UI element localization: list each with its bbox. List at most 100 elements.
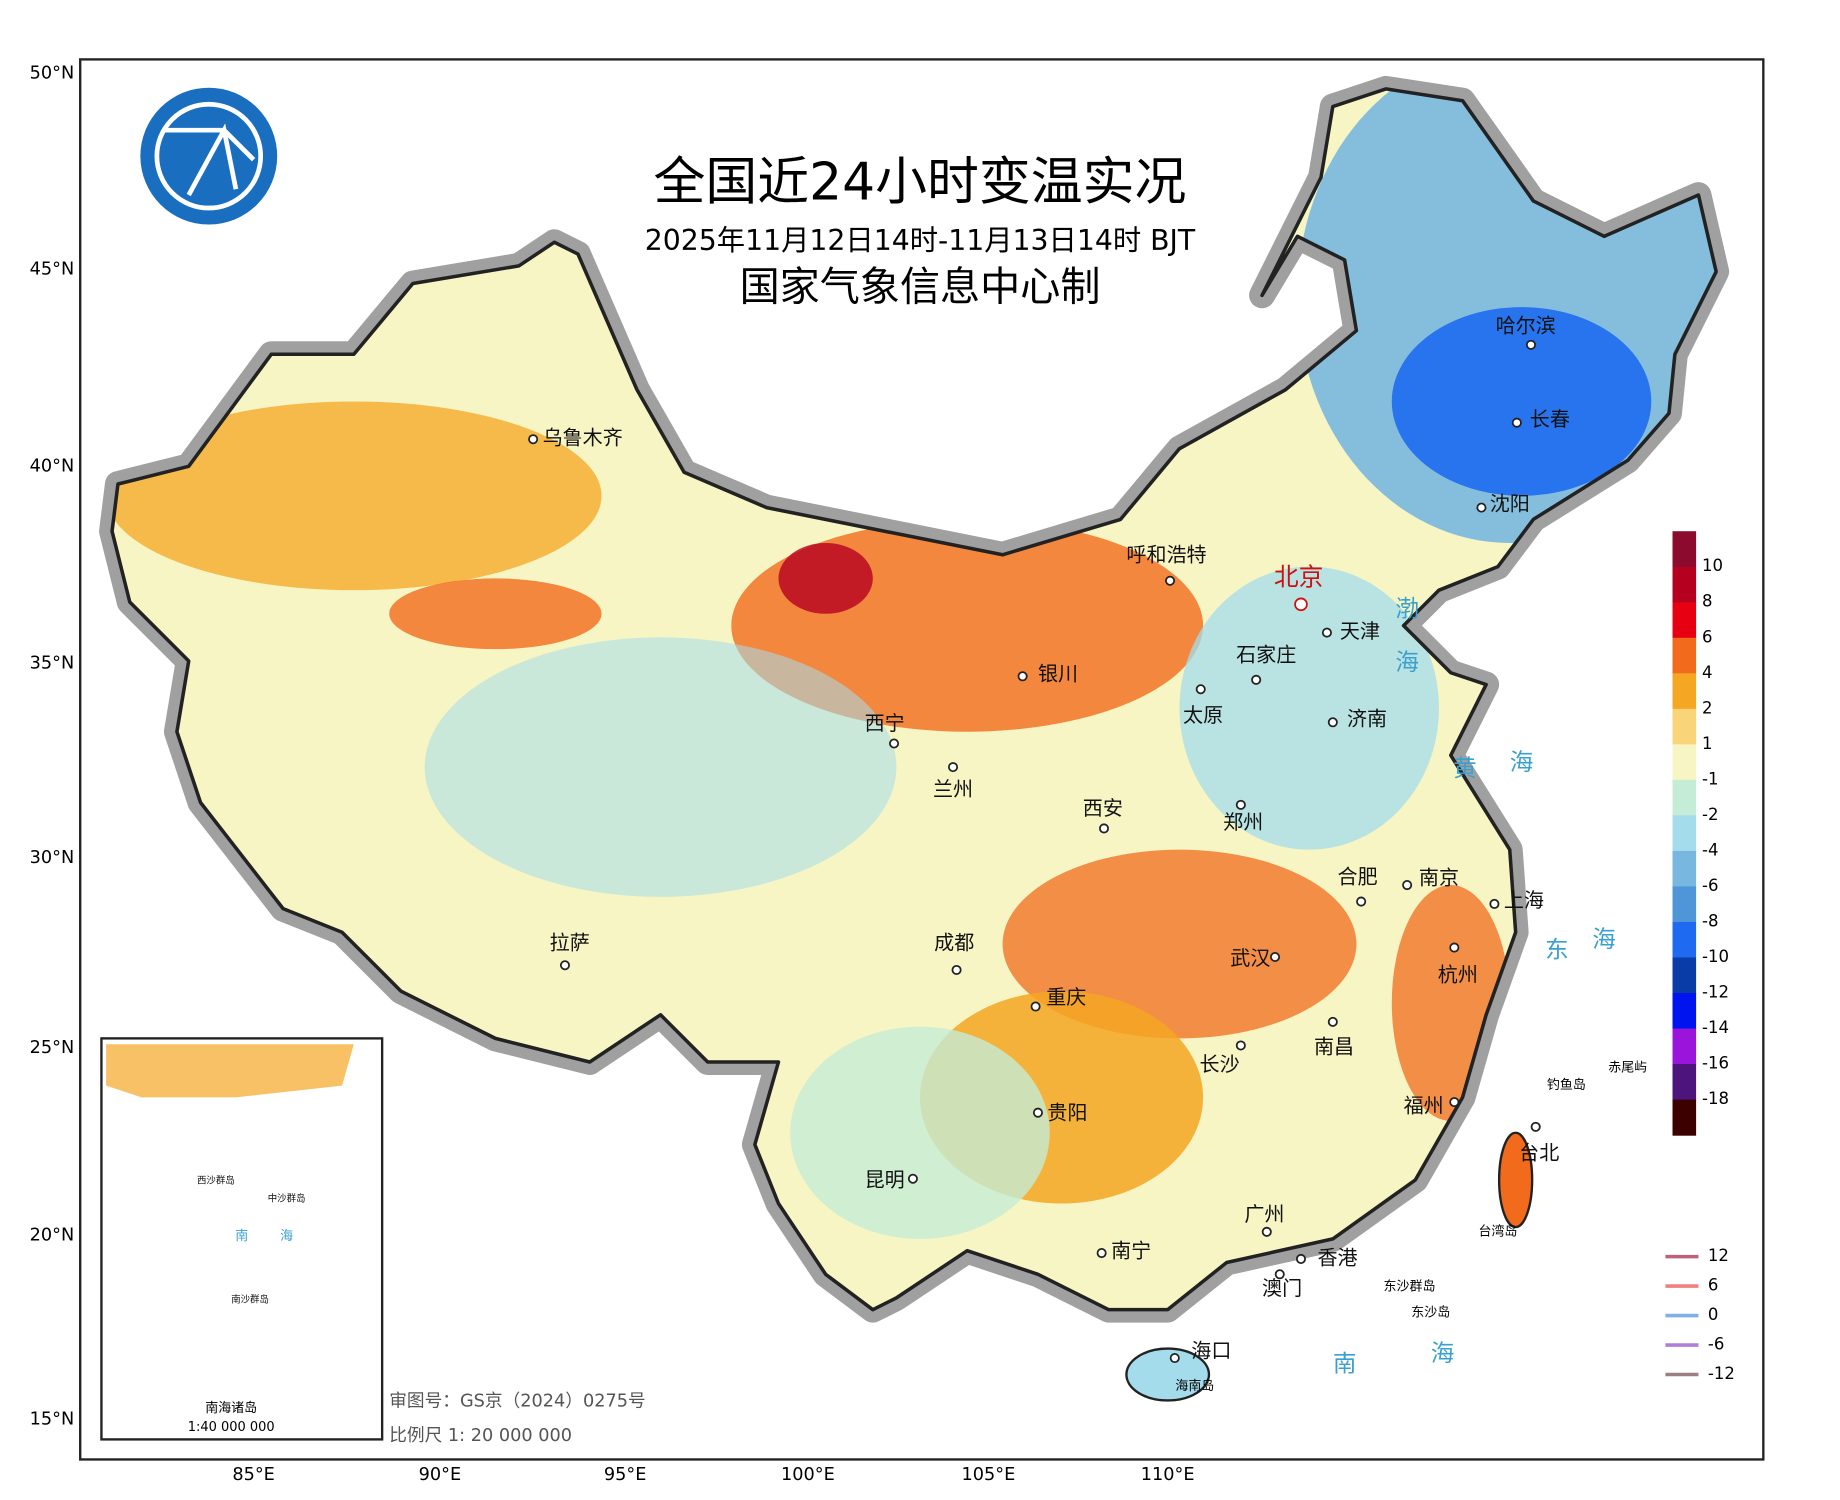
map-subtitle: 2025年11月12日14时-11月13日14时 BJT: [645, 224, 1196, 257]
city-marker: [1530, 1121, 1541, 1132]
city-marker: [1489, 898, 1500, 909]
city-marker: [948, 762, 959, 773]
legend-label: 4: [1702, 663, 1713, 682]
city-label: 长春: [1530, 407, 1570, 431]
city-label: 北京: [1274, 562, 1324, 591]
city-marker: [1476, 502, 1487, 513]
legend-label: 10: [1702, 556, 1723, 575]
city-marker: [1032, 1107, 1043, 1118]
city-marker: [1295, 1253, 1306, 1264]
contour-label: 6: [1708, 1276, 1719, 1295]
city-label: 乌鲁木齐: [543, 426, 623, 450]
city-label: 澳门: [1262, 1276, 1302, 1300]
city-marker: [1274, 1269, 1285, 1280]
city-label: 西安: [1083, 796, 1123, 820]
city-label: 石家庄: [1236, 643, 1296, 667]
city-label: 昆明: [865, 1168, 905, 1192]
inset-land: [106, 1044, 354, 1098]
legend-label: -2: [1702, 805, 1718, 824]
sea-label: 渤: [1395, 595, 1419, 623]
city-label: 南京: [1419, 866, 1459, 890]
lon-label: 100°E: [781, 1465, 835, 1485]
city-label: 上海: [1504, 888, 1544, 912]
inset-scale: 1:40 000 000: [188, 1420, 275, 1435]
city-marker: [1251, 674, 1262, 685]
city-marker: [528, 434, 539, 445]
contour-label: -12: [1708, 1364, 1735, 1383]
city-marker: [1525, 339, 1536, 350]
legend-label: -14: [1702, 1018, 1729, 1037]
city-marker: [1294, 597, 1308, 612]
city-label: 兰州: [933, 777, 973, 801]
place-label: 海南岛: [1175, 1378, 1214, 1394]
sea-label: 海: [1431, 1339, 1455, 1367]
city-label: 武汉: [1230, 946, 1270, 970]
sea-label: 海: [1510, 748, 1534, 776]
sea-label: 海: [1592, 925, 1616, 953]
legend-label: -10: [1702, 947, 1729, 966]
city-marker: [1235, 799, 1246, 810]
legend-label: -4: [1702, 840, 1718, 859]
inset-label: 南沙群岛: [231, 1294, 269, 1306]
lat-label: 20°N: [30, 1225, 75, 1245]
city-label: 济南: [1347, 706, 1387, 730]
inset-label: 西沙群岛: [197, 1175, 235, 1187]
city-marker: [889, 738, 900, 749]
contour-label: 0: [1708, 1305, 1719, 1324]
lat-label: 25°N: [30, 1038, 75, 1058]
lon-label: 95°E: [604, 1465, 647, 1485]
city-label: 香港: [1317, 1245, 1357, 1269]
city-marker: [1195, 684, 1206, 695]
approval-number: 审图号：GS京（2024）0275号: [389, 1391, 645, 1412]
lon-label: 85°E: [232, 1465, 275, 1485]
legend-swatch: [1672, 1064, 1697, 1101]
contour-label: -6: [1708, 1335, 1724, 1354]
legend-label: 6: [1702, 627, 1713, 646]
sea-label: 南: [1333, 1350, 1357, 1378]
city-label: 成都: [934, 931, 974, 955]
place-label: 台湾岛: [1478, 1223, 1517, 1239]
legend-swatch: [1672, 993, 1697, 1030]
city-marker: [1327, 1016, 1338, 1027]
city-marker: [1030, 1001, 1041, 1012]
city-marker: [1235, 1040, 1246, 1051]
city-marker: [1270, 951, 1281, 963]
city-marker: [907, 1173, 918, 1184]
sea-label: 海: [1395, 648, 1419, 676]
contour-label: 12: [1708, 1246, 1729, 1265]
lat-label: 40°N: [30, 456, 75, 476]
legend-swatch: [1672, 886, 1697, 923]
city-marker: [1327, 717, 1338, 728]
city-marker: [1017, 671, 1028, 682]
legend-label: -16: [1702, 1054, 1729, 1073]
city-label: 贵阳: [1047, 1100, 1087, 1124]
city-label: 郑州: [1223, 810, 1263, 834]
inset-frame: [100, 1037, 384, 1441]
legend-label: -1: [1702, 769, 1718, 788]
city-marker: [559, 960, 570, 971]
city-marker: [1321, 627, 1332, 638]
city-label: 呼和浩特: [1126, 542, 1206, 566]
legend-swatch: [1672, 815, 1697, 852]
legend-swatch: [1672, 531, 1697, 568]
inset-title: 南海诸岛: [205, 1400, 257, 1416]
city-label: 太原: [1183, 703, 1223, 727]
city-marker: [951, 964, 962, 975]
inset-label: 海: [280, 1229, 293, 1244]
city-label: 合肥: [1338, 864, 1378, 888]
place-label: 赤尾屿: [1608, 1060, 1647, 1075]
place-label: 东沙群岛: [1384, 1279, 1436, 1295]
sea-label: 黄: [1453, 754, 1477, 782]
inset-label: 中沙群岛: [268, 1192, 306, 1204]
city-marker: [1356, 896, 1367, 907]
legend-label: -8: [1702, 911, 1718, 930]
legend-swatch: [1672, 957, 1697, 994]
sea-label: 东: [1545, 936, 1569, 964]
city-label: 哈尔滨: [1496, 314, 1556, 338]
city-label: 天津: [1340, 619, 1380, 643]
city-label: 广州: [1244, 1202, 1284, 1226]
city-label: 拉萨: [550, 931, 590, 955]
lat-label: 35°N: [30, 653, 75, 673]
